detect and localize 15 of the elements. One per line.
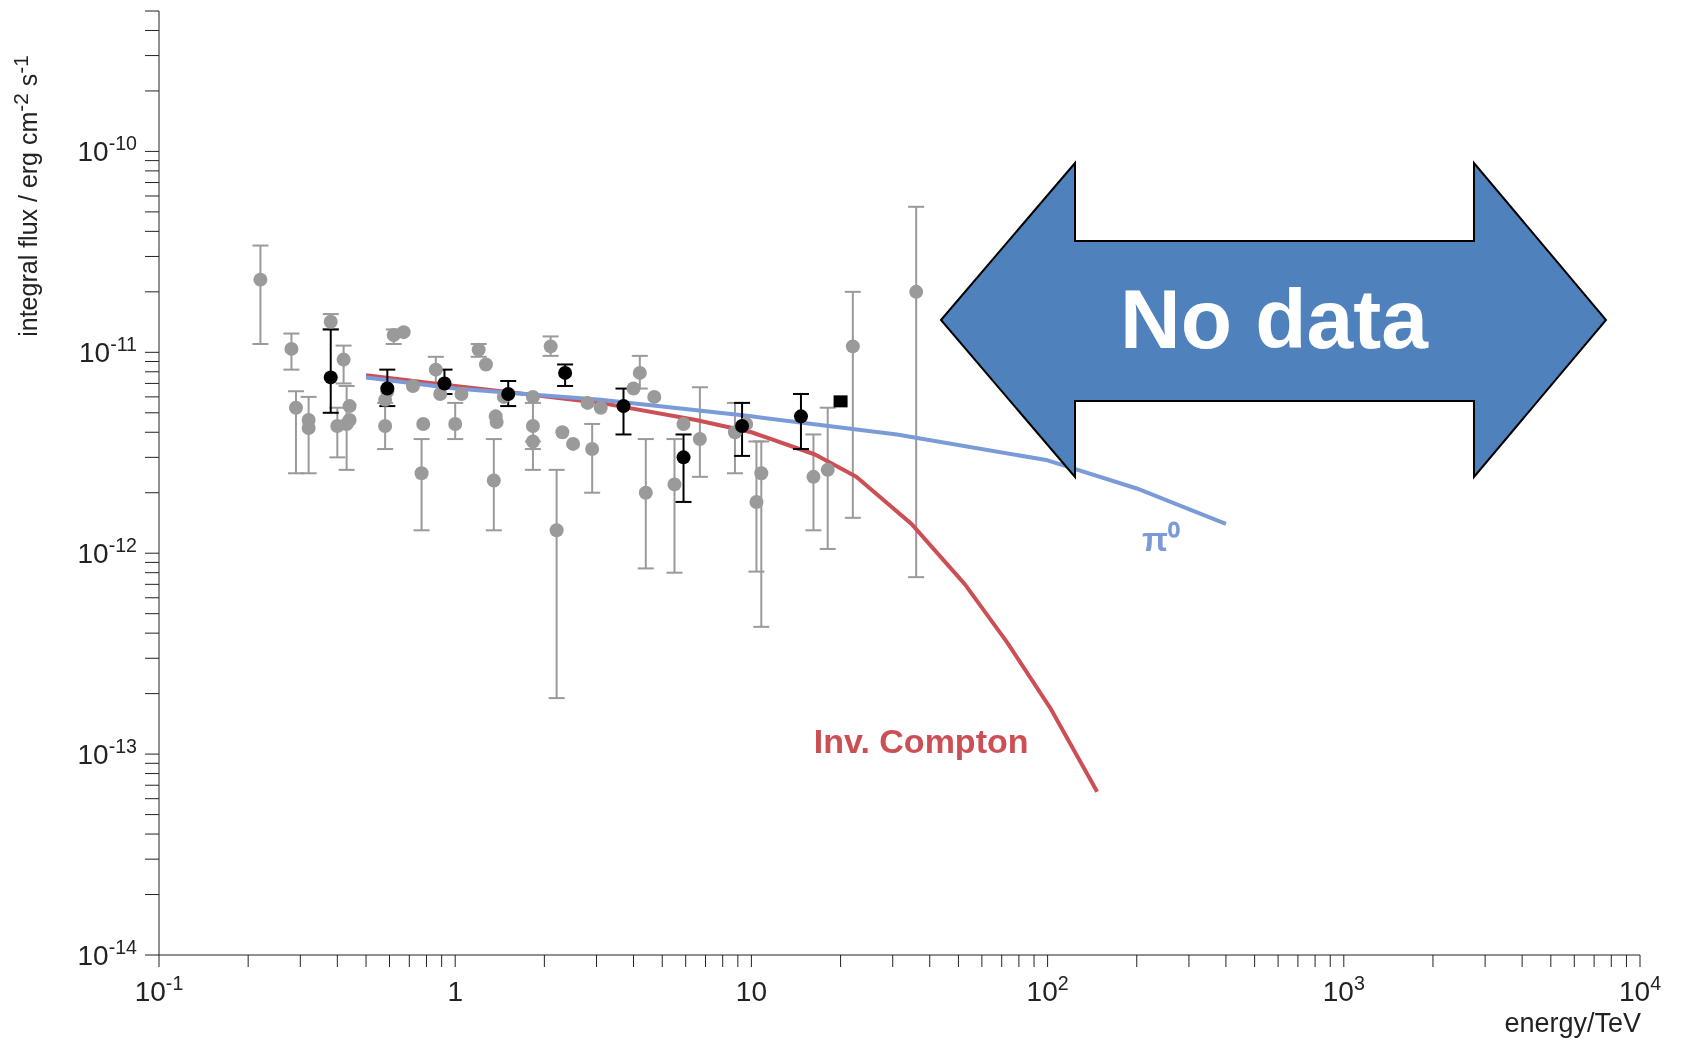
y-tick-label: 10$^{-12}$ — [77, 534, 137, 570]
y-tick-label: 10$^{-10}$ — [77, 132, 138, 168]
series-label: π⁰ — [1141, 519, 1180, 558]
x-tick-label: 10$^{-1}$ — [134, 972, 184, 1007]
series-label: Inv. Compton — [813, 721, 1029, 760]
annotation: No data — [1119, 272, 1430, 367]
x-axis-title: energy/TeV — [1504, 1008, 1641, 1039]
y-tick-label: 10$^{-13}$ — [77, 735, 138, 771]
x-tick-label: 10$^{3}$ — [1322, 972, 1365, 1007]
x-tick-label: 1 — [447, 976, 463, 1007]
x-tick-label: 10 — [735, 976, 767, 1007]
y-tick-label: 10$^{-11}$ — [78, 333, 137, 369]
x-tick-label: 10$^{4}$ — [1618, 972, 1662, 1007]
x-tick-label: 10$^{2}$ — [1026, 972, 1069, 1007]
y-tick-label: 10$^{-14}$ — [77, 936, 138, 971]
